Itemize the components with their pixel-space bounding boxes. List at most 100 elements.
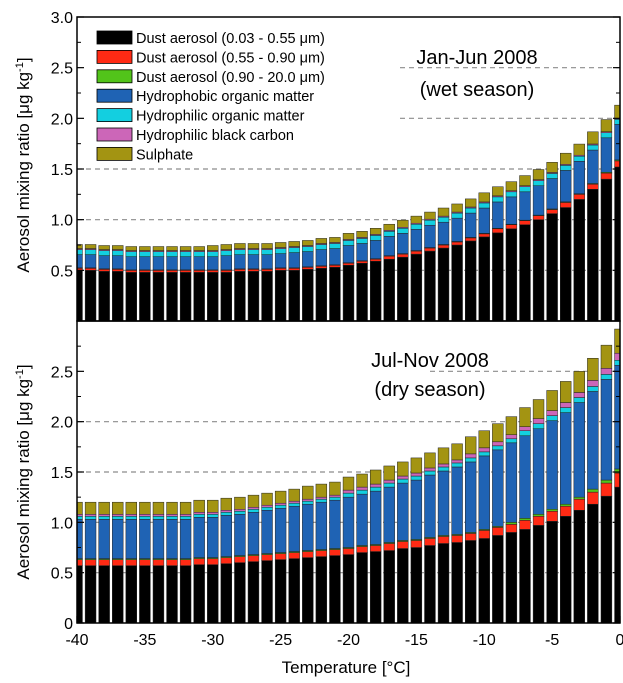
top-bar-segment [302,246,314,252]
bottom-bar-segment [478,530,490,539]
top-bar-segment [437,221,450,245]
top-bar-segment [220,272,233,322]
bottom-bar-segment [437,447,450,465]
bottom-bar-segment [342,492,355,498]
bottom-bar-segment [98,501,110,515]
top-bar-segment [505,224,518,230]
bottom-bar-segment [84,519,97,559]
bottom-bar-segment [234,496,246,510]
bottom-bar-segment [207,512,219,515]
legend-swatch [96,108,133,122]
top-bar-segment [98,245,110,250]
bottom-bar-segment [342,496,355,548]
top-bar-segment [98,269,110,272]
bottom-bar-segment [573,371,585,393]
bottom-bar-segment [125,514,137,517]
bottom-bar-segment [397,548,409,624]
bottom-bar-segment [112,501,124,515]
bottom-bar-segment [356,552,368,624]
top-bar-segment [329,243,341,249]
top-bar-segment [247,271,260,322]
bottom-bar-segment [139,519,151,559]
bottom-bar-segment [247,512,260,555]
bottom-bar-segment [329,499,341,549]
bottom-bar-segment [315,556,328,624]
bottom-bar-segment [464,533,477,541]
bottom-bar-segment [274,502,287,506]
top-bar-segment [451,203,463,213]
top-bar-segment [573,199,585,322]
top-bar-segment [478,207,490,234]
bottom-bar-segment [546,511,558,522]
top-annotation: Jan-Jun 2008 (wet season) [416,47,537,101]
bottom-bar-segment [546,410,558,416]
bottom-bar-segment [410,472,423,477]
bottom-bar-segment [451,535,463,543]
bottom-bar-segment [587,488,599,493]
bottom-bar-segment [369,486,382,492]
bottom-bar-segment [84,514,97,517]
bottom-bar-segment [207,564,219,624]
bottom-bar-segment [451,466,463,535]
bottom-bar-segment [437,536,450,544]
bottom-bar-segment [424,545,436,624]
bottom-bar-segment [76,565,83,624]
top-bar-segment [274,270,287,322]
top-bar-segment [600,119,613,132]
top-bar-segment [207,256,219,271]
top-bar-segment [437,244,450,249]
bottom-bar-segment [302,503,314,551]
top-bar-segment [315,244,328,250]
bottom-bar-segment [193,514,205,518]
top-bar-segment [478,192,490,203]
top-bar-segment [220,250,233,256]
season-annotation: (wet season) [420,79,535,101]
bottom-bar-segment [261,554,273,561]
top-bar-segment [383,223,395,231]
bottom-bar-segment [125,501,137,515]
top-bar-segment [315,266,328,269]
top-bar-segment [302,240,314,246]
bottom-bar-segment [356,473,368,488]
bottom-bar-segment [369,545,382,552]
top-bar-segment [464,212,477,238]
bottom-bar-segment [220,510,233,513]
top-bar-segment [614,124,621,161]
bottom-bar-segment [383,550,395,624]
y-tick-label: 1.0 [51,213,73,230]
bottom-bar-segment [84,559,97,566]
top-bar-segment [410,229,423,251]
legend-label: Dust aerosol (0.55 - 0.90 μm) [136,50,325,66]
x-tick-label: -10 [473,632,496,649]
bottom-bar-segment [369,490,382,545]
top-bar-segment [139,272,151,322]
bottom-bar-segment [505,434,518,440]
bottom-bar-segment [329,555,341,624]
bottom-bar-segment [614,360,621,366]
top-bar-segment [342,265,355,322]
bottom-bar-segment [315,498,328,503]
top-bar-segment [315,268,328,322]
bottom-bar-segment [288,488,300,502]
legend-label: Hydrophilic black carbon [136,128,294,144]
top-bar-segment [587,144,599,151]
bottom-bar-segment [437,543,450,624]
legend-swatch [96,30,133,45]
bottom-bar-segment [207,499,219,513]
top-bar-segment [383,236,395,256]
bottom-bar-segment [315,496,328,500]
top-bar-segment [342,233,355,240]
y-tick-label: 2.5 [51,364,73,381]
bottom-bar-segment [234,511,246,515]
bottom-bar-segment [342,476,355,491]
bottom-bar-segment [166,565,178,624]
top-bar-segment [234,243,246,249]
top-bar-segment [573,155,585,162]
bottom-bar-segment [587,386,599,392]
top-bar-segment [247,243,260,249]
bottom-bar-segment [207,514,219,518]
bottom-bar-segment [492,535,504,624]
y-tick-label: 0 [64,616,73,633]
top-bar-segment [614,166,621,322]
top-bar-segment [247,254,260,270]
